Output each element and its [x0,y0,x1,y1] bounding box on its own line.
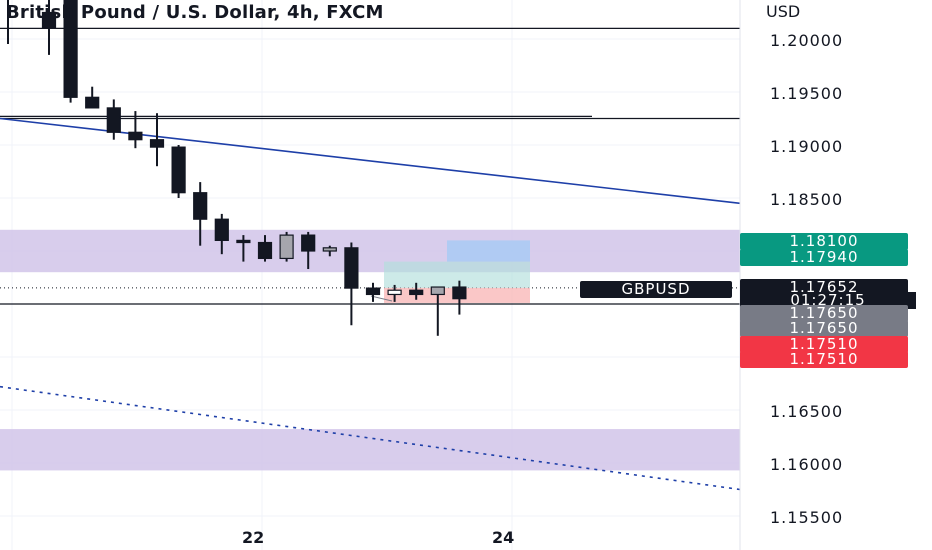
target-price-tag: 1.18100 [740,233,908,250]
bar-countdown: 01:27:15 [740,292,916,309]
candlestick-series [41,0,467,336]
candle-body [279,234,294,260]
price-axis-label: 1.16500 [770,402,844,421]
candle-body [106,107,121,133]
position-connector [370,295,393,302]
entry-price-tag: 1.17650 [740,305,908,322]
candle-body [63,0,78,98]
candle-body [171,146,186,194]
price-axis-label: 1.19500 [770,84,844,103]
candle-body [41,11,57,29]
demand-zones [0,229,740,471]
candle-body [301,234,316,252]
candle-body [409,289,424,296]
candle-body [257,241,273,260]
candle-body [344,247,359,289]
stop-price-tag: 1.17510 [740,336,908,353]
candle-body [322,247,337,252]
candle-body [236,239,251,244]
candle-body [387,289,402,296]
candle-body [430,286,445,296]
position-profit-zone [384,261,530,288]
price-axis-label: 1.20000 [770,31,844,50]
candle-body [85,96,100,109]
chart-title: British Pound / U.S. Dollar, 4h, FXCM [6,2,384,23]
current-price-tag: 1.17652 [740,279,908,296]
candle-body [452,286,467,300]
candle-body [193,192,208,220]
price-axis-label: 1.16000 [770,455,844,474]
position-target-zone [447,240,530,262]
stop-price-tag-2: 1.17510 [740,351,908,368]
price-axis-label: 1.18500 [770,190,844,209]
candle-body [214,218,229,241]
currency-label: USD [766,2,801,21]
entry-price-tag-2: 1.17650 [740,320,908,337]
candle-body [365,287,381,296]
price-axis-label: 1.19000 [770,137,844,156]
demand-zone [0,429,740,471]
price-axis-label: 1.15500 [770,508,844,527]
time-axis-label: 22 [242,528,265,547]
trendlines [0,117,741,491]
symbol-tag: GBPUSD [580,281,732,298]
time-axis-label: 24 [492,528,515,547]
candle-body [128,131,143,141]
trendline [0,117,741,205]
demand-zone [0,229,740,273]
candle-body [149,139,165,148]
target-price-tag-2: 1.17940 [740,249,908,266]
